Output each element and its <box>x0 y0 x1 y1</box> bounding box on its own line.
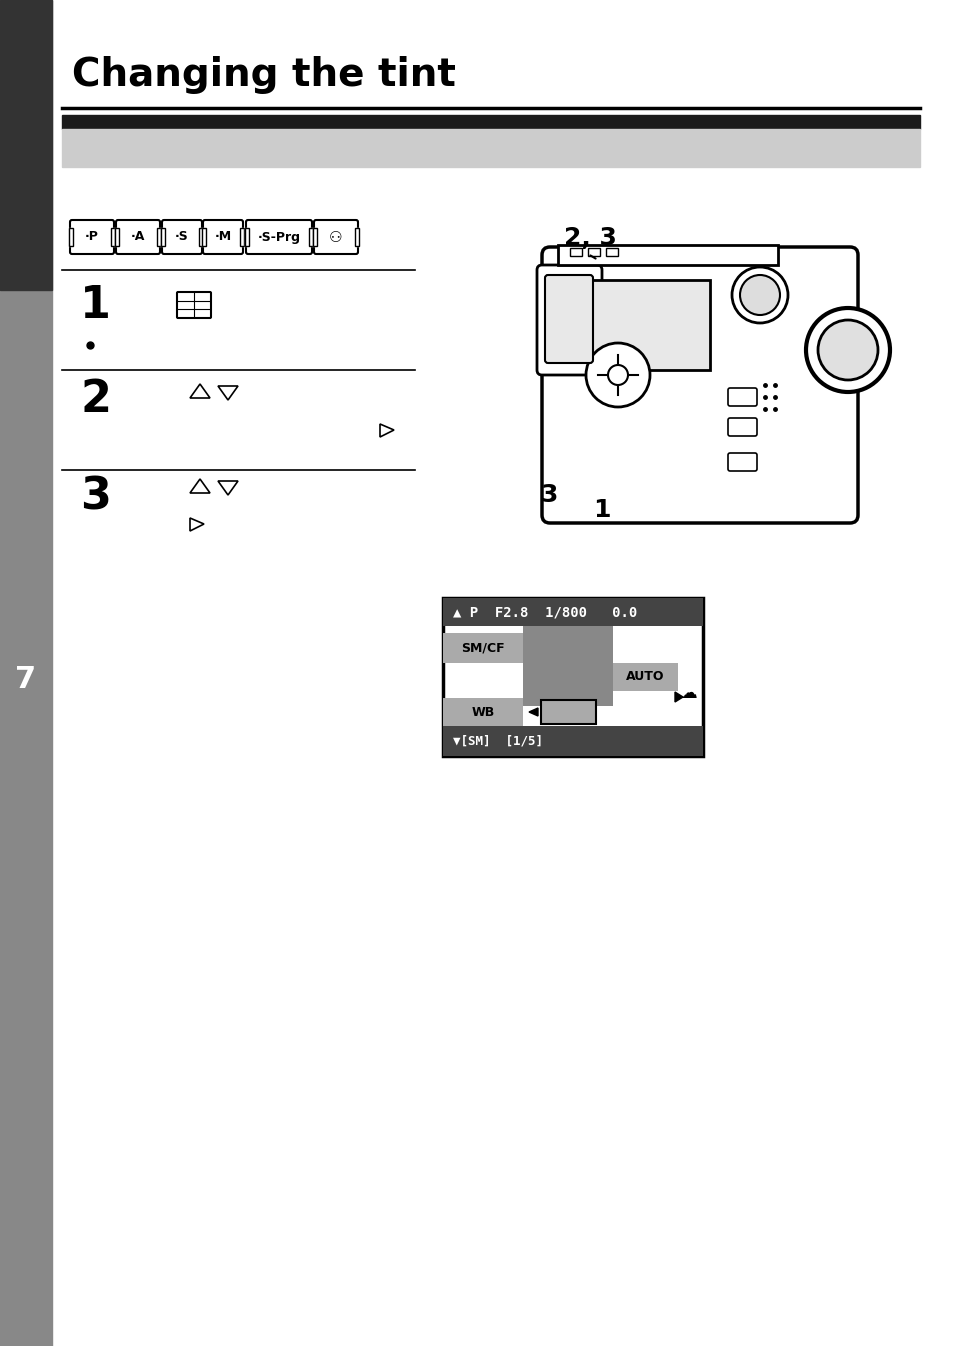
Text: ⚇: ⚇ <box>329 230 342 245</box>
Text: ·S: ·S <box>175 230 189 244</box>
FancyBboxPatch shape <box>727 454 757 471</box>
Bar <box>245 227 249 246</box>
Circle shape <box>585 343 649 406</box>
Polygon shape <box>218 481 237 495</box>
FancyBboxPatch shape <box>727 388 757 406</box>
Polygon shape <box>529 708 537 716</box>
Text: ▼[SM]  [1/5]: ▼[SM] [1/5] <box>453 735 542 747</box>
FancyBboxPatch shape <box>537 265 601 376</box>
Bar <box>313 227 316 246</box>
Circle shape <box>817 320 877 380</box>
Bar <box>199 227 203 246</box>
Bar <box>442 725 702 756</box>
Bar <box>62 129 919 167</box>
Circle shape <box>731 267 787 323</box>
Polygon shape <box>379 424 394 437</box>
Bar <box>111 227 115 246</box>
Polygon shape <box>190 479 210 493</box>
Text: AUTO: AUTO <box>625 670 663 684</box>
Bar <box>442 598 702 626</box>
Text: Changing the tint: Changing the tint <box>71 57 456 94</box>
Bar <box>605 248 618 256</box>
Text: ·A: ·A <box>131 230 145 244</box>
Text: SM/CF: SM/CF <box>460 642 504 654</box>
FancyBboxPatch shape <box>70 219 113 254</box>
Circle shape <box>607 365 627 385</box>
Bar <box>613 664 678 690</box>
Bar <box>0 0 52 1346</box>
Polygon shape <box>190 384 210 398</box>
FancyBboxPatch shape <box>544 275 593 363</box>
Text: ☁: ☁ <box>679 684 696 703</box>
Bar <box>589 280 709 370</box>
Bar <box>309 227 313 246</box>
Bar <box>111 227 115 246</box>
Bar <box>587 248 599 256</box>
Text: ·M: ·M <box>214 230 232 244</box>
Text: 3: 3 <box>80 475 111 518</box>
Bar <box>442 633 522 664</box>
FancyBboxPatch shape <box>116 219 160 254</box>
Circle shape <box>805 308 889 392</box>
Bar <box>0 0 52 289</box>
Bar <box>199 227 203 246</box>
Bar <box>157 227 161 246</box>
Bar <box>240 227 244 246</box>
Bar <box>558 245 778 265</box>
Bar <box>161 227 165 246</box>
Bar <box>540 700 596 724</box>
Text: ▲ P  F2.8  1/800   0.0: ▲ P F2.8 1/800 0.0 <box>453 604 637 619</box>
Bar <box>355 227 358 246</box>
FancyBboxPatch shape <box>314 219 357 254</box>
Polygon shape <box>190 518 204 532</box>
Bar <box>115 227 119 246</box>
Bar <box>202 227 206 246</box>
Bar <box>115 227 119 246</box>
Text: WB: WB <box>471 705 494 719</box>
Bar <box>62 114 919 129</box>
Bar <box>522 626 613 707</box>
Bar <box>309 227 313 246</box>
Text: 1: 1 <box>593 498 610 522</box>
Bar <box>69 227 73 246</box>
FancyBboxPatch shape <box>177 292 211 318</box>
Bar <box>245 227 249 246</box>
Bar <box>240 227 244 246</box>
Text: 2, 3: 2, 3 <box>563 226 616 250</box>
Bar <box>157 227 161 246</box>
Bar <box>442 598 702 756</box>
Polygon shape <box>218 386 237 400</box>
FancyBboxPatch shape <box>727 419 757 436</box>
Bar <box>355 227 358 246</box>
Bar <box>442 699 522 725</box>
FancyBboxPatch shape <box>203 219 243 254</box>
Bar <box>202 227 206 246</box>
Polygon shape <box>675 692 682 703</box>
FancyBboxPatch shape <box>162 219 202 254</box>
Bar <box>161 227 165 246</box>
Text: 2: 2 <box>80 378 111 421</box>
Text: ·P: ·P <box>85 230 99 244</box>
Bar <box>313 227 316 246</box>
Text: 7: 7 <box>15 665 36 695</box>
Text: 3: 3 <box>539 483 558 507</box>
Text: ·S-Prg: ·S-Prg <box>257 230 300 244</box>
FancyBboxPatch shape <box>541 248 857 524</box>
Text: 1: 1 <box>80 284 111 327</box>
Circle shape <box>740 275 780 315</box>
FancyBboxPatch shape <box>246 219 312 254</box>
Bar <box>569 248 581 256</box>
Bar <box>69 227 73 246</box>
